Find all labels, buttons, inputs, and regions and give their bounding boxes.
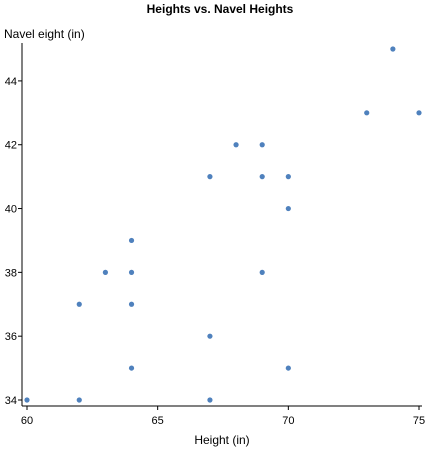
data-point: [128, 301, 135, 307]
y-tick-label: 40: [5, 204, 17, 216]
data-point: [207, 174, 213, 180]
y-tick-label: 38: [5, 267, 17, 279]
data-point: [233, 142, 239, 148]
data-point: [207, 397, 213, 403]
data-point: [128, 269, 135, 275]
data-point: [285, 365, 291, 371]
data-point: [76, 397, 82, 403]
data-point: [416, 110, 422, 116]
data-point: [128, 365, 135, 371]
chart-title: Heights vs. Navel Heights: [147, 2, 294, 16]
x-axis-ticks: 60 65 70 75: [21, 406, 425, 427]
y-tick-label: 36: [5, 331, 17, 343]
data-point: [207, 333, 213, 339]
data-point: [128, 237, 135, 244]
y-axis-label: Navel eight (in): [4, 27, 85, 41]
y-tick-label: 44: [5, 76, 17, 88]
x-axis-label: Height (in): [194, 433, 249, 447]
data-point: [102, 269, 108, 275]
y-axis-ticks: 34 36 38 40 42 44: [5, 76, 22, 407]
data-point: [390, 46, 396, 52]
x-tick-label: 60: [21, 415, 33, 427]
data-point: [259, 174, 265, 180]
x-tick-label: 70: [282, 415, 294, 427]
data-point: [76, 301, 82, 307]
data-points: [24, 46, 422, 403]
data-point: [259, 142, 265, 148]
data-point: [364, 110, 370, 116]
y-tick-label: 42: [5, 140, 17, 152]
data-point: [285, 205, 291, 212]
data-point: [24, 397, 30, 403]
x-tick-label: 75: [413, 415, 425, 427]
data-point: [259, 269, 265, 275]
y-tick-label: 34: [5, 395, 17, 407]
x-tick-label: 65: [152, 415, 164, 427]
data-point: [285, 174, 291, 180]
